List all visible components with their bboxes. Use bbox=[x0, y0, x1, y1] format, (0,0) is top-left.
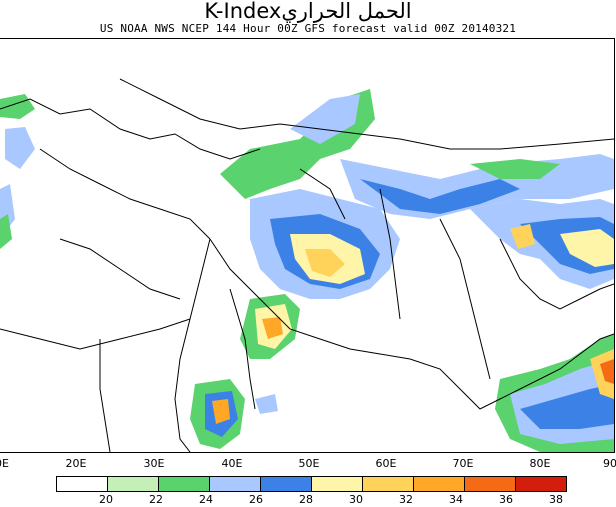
legend-label-24: 24 bbox=[199, 493, 213, 506]
legend-swatch-1 bbox=[107, 476, 158, 492]
lon-tick-80e: 80E bbox=[529, 457, 551, 470]
legend-swatch-0 bbox=[56, 476, 107, 492]
legend-swatch-9 bbox=[515, 476, 567, 492]
legend-swatch-8 bbox=[464, 476, 515, 492]
lon-tick-70e: 70E bbox=[452, 457, 474, 470]
legend-label-22: 22 bbox=[149, 493, 163, 506]
legend-swatch-5 bbox=[311, 476, 362, 492]
lon-tick-0: 0E bbox=[0, 457, 9, 470]
map-title: K-Indexالحمل الحراري bbox=[204, 0, 412, 23]
legend-label-28: 28 bbox=[299, 493, 313, 506]
legend-label-38: 38 bbox=[549, 493, 563, 506]
lon-tick-90e: 90 bbox=[603, 457, 616, 470]
shade-balkans bbox=[0, 94, 35, 119]
lon-tick-20e: 20E bbox=[65, 457, 87, 470]
legend-label-26: 26 bbox=[249, 493, 263, 506]
legend-swatch-4 bbox=[260, 476, 311, 492]
shade-italy bbox=[5, 127, 35, 169]
map-subtitle: US NOAA NWS NCEP 144 Hour 00Z GFS foreca… bbox=[99, 22, 517, 35]
k-index-map bbox=[0, 78, 614, 452]
legend-label-20: 20 bbox=[99, 493, 113, 506]
lon-tick-50e: 50E bbox=[298, 457, 320, 470]
lon-tick-60e: 60E bbox=[375, 457, 397, 470]
legend-swatch-3 bbox=[209, 476, 260, 492]
legend-swatch-7 bbox=[413, 476, 464, 492]
lon-tick-30e: 30E bbox=[143, 457, 165, 470]
coastlines bbox=[0, 78, 614, 452]
legend-label-34: 34 bbox=[449, 493, 463, 506]
color-legend bbox=[56, 476, 567, 492]
legend-swatch-6 bbox=[362, 476, 413, 492]
legend-swatch-2 bbox=[158, 476, 209, 492]
legend-label-30: 30 bbox=[349, 493, 363, 506]
legend-label-32: 32 bbox=[399, 493, 413, 506]
legend-label-36: 36 bbox=[499, 493, 513, 506]
lon-tick-40e: 40E bbox=[221, 457, 243, 470]
k-index-shading bbox=[0, 89, 614, 452]
map-panel bbox=[0, 38, 615, 453]
